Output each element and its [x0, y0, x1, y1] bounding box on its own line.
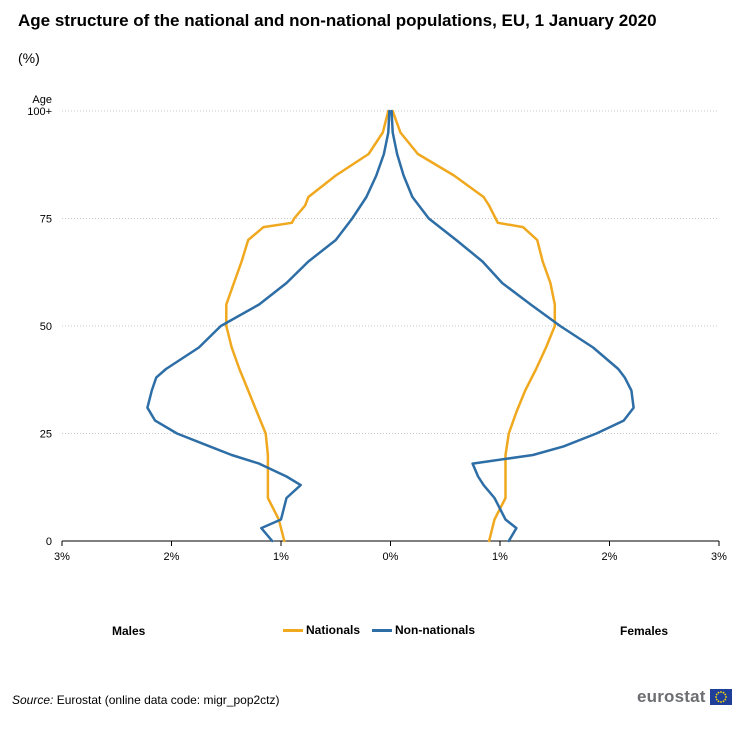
x-tick-label-6: 3%	[711, 551, 727, 563]
y-tick-label-50: 50	[40, 321, 52, 333]
series-line-non-nationals-females	[390, 109, 635, 543]
males-label: Males	[112, 624, 146, 638]
x-tick-label-0: 3%	[54, 551, 70, 563]
grid-layer	[62, 110, 719, 434]
legend-item-non-nationals[interactable]: Non-nationals	[372, 623, 475, 637]
series-line-nationals-males	[225, 109, 390, 543]
x-tick-label-5: 2%	[602, 551, 618, 563]
x-tick-label-4: 1%	[492, 551, 508, 563]
source-label: Source:	[12, 693, 54, 707]
x-tick-label-2: 1%	[273, 551, 289, 563]
source-note: Source: Eurostat (online data code: migr…	[12, 693, 280, 707]
x-tick-label-3: 0%	[383, 551, 399, 563]
chart-title: Age structure of the national and non-na…	[18, 11, 657, 30]
source-text: Eurostat (online data code: migr_pop2ctz…	[56, 693, 280, 707]
y-tick-label-25: 25	[40, 429, 52, 441]
chart-subtitle: (%)	[18, 50, 40, 66]
legend-item-nationals[interactable]: Nationals	[283, 623, 360, 637]
axis-layer: 0 25 50 75 100+Age 3% 2% 1% 0% 1% 2% 3%	[27, 94, 727, 563]
legend-label-non-nationals: Non-nationals	[395, 623, 476, 637]
y-axis-title: Age	[32, 94, 52, 106]
series-layer	[146, 109, 635, 543]
females-label: Females	[620, 624, 669, 638]
series-line-non-nationals-males	[146, 109, 391, 543]
legend: Nationals Non-nationals	[283, 623, 487, 637]
eu-flag-icon	[709, 689, 732, 705]
y-tick-label-75: 75	[40, 214, 52, 226]
legend-swatch-nationals	[283, 628, 303, 632]
y-tick-label-100: 100+	[27, 106, 52, 118]
legend-swatch-non-nationals	[372, 628, 393, 632]
eurostat-logo: eurostat	[637, 687, 732, 707]
legend-label-nationals: Nationals	[306, 623, 361, 637]
logo-text: eurostat	[637, 687, 706, 706]
x-tick-label-1: 2%	[164, 551, 180, 563]
y-tick-label-0: 0	[46, 536, 52, 548]
